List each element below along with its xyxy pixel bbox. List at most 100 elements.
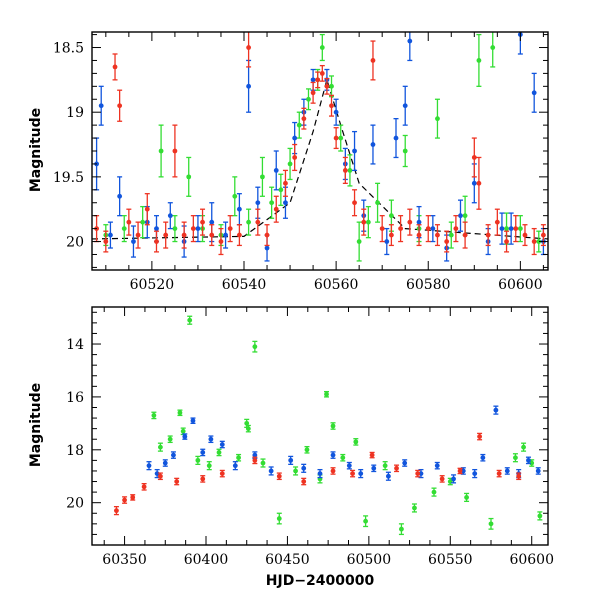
top-data-point <box>388 224 394 247</box>
top-data-point <box>130 225 136 258</box>
top-data-point <box>158 124 164 178</box>
top-data-point <box>259 156 265 197</box>
bottom-data-point <box>385 471 391 481</box>
top-data-point <box>375 182 381 223</box>
bottom-data-point <box>236 453 242 462</box>
top-data-point <box>513 215 519 243</box>
top-data-point <box>522 224 528 247</box>
bottom-data-point <box>402 459 408 467</box>
bottom-x-tick-label: 60400 <box>184 552 229 568</box>
bottom-data-point <box>398 523 404 536</box>
top-data-point <box>296 111 302 139</box>
bottom-data-point <box>434 461 440 470</box>
bottom-data-point <box>260 458 266 468</box>
top-data-point <box>126 208 132 236</box>
bottom-data-point <box>496 469 502 478</box>
bottom-data-point <box>122 496 128 504</box>
top-data-point <box>517 215 523 243</box>
top-data-point <box>121 215 127 243</box>
bottom-y-axis-label: Magnitude <box>28 383 44 467</box>
bottom-data-point <box>288 455 294 465</box>
bottom-data-point <box>219 440 225 449</box>
bottom-data-point <box>301 463 307 473</box>
top-data-point <box>209 224 215 247</box>
top-data-point <box>246 32 252 68</box>
bottom-data-point <box>472 468 478 479</box>
bottom-x-tick-label: 60350 <box>102 552 147 568</box>
bottom-data-point <box>174 477 180 486</box>
bottom-data-point <box>301 477 307 486</box>
top-y-axis-label: Magnitude <box>28 108 44 192</box>
top-data-point <box>236 224 242 247</box>
bottom-data-point <box>480 453 486 462</box>
top-data-point <box>273 195 279 223</box>
top-data-point <box>352 130 358 172</box>
top-data-point <box>232 176 238 217</box>
top-data-point <box>305 88 311 111</box>
top-data-point <box>195 215 201 243</box>
bottom-series-green <box>151 315 543 536</box>
bottom-data-point <box>382 461 388 471</box>
top-data-point <box>292 143 298 172</box>
bottom-series-blue <box>146 405 541 484</box>
bottom-data-point <box>350 469 356 478</box>
top-data-point <box>107 221 113 249</box>
bottom-data-point <box>252 456 258 465</box>
top-y-tick-label: 19 <box>66 105 84 121</box>
bottom-data-point <box>457 467 463 475</box>
top-data-point <box>531 72 537 113</box>
bottom-data-point <box>464 492 470 503</box>
top-data-point <box>278 173 284 206</box>
bottom-data-point <box>195 455 201 465</box>
top-data-point <box>167 202 173 230</box>
bottom-data-point <box>363 515 369 528</box>
top-data-point <box>301 107 307 130</box>
top-data-point <box>508 212 514 245</box>
top-data-point <box>273 150 279 191</box>
top-y-tick-label: 20 <box>66 235 84 251</box>
top-data-point <box>444 230 450 253</box>
top-light-curve-panel: Magnitude 60520 60540 60560 60580 60600 18.5 1… <box>28 31 549 293</box>
top-data-point <box>269 186 275 219</box>
top-data-point <box>333 98 339 126</box>
bottom-data-point <box>535 467 541 475</box>
top-data-point <box>163 221 169 249</box>
bottom-data-point <box>219 469 225 478</box>
top-data-point <box>448 221 454 249</box>
bottom-data-point <box>206 461 212 471</box>
top-data-point <box>246 208 252 236</box>
top-data-point <box>347 154 353 187</box>
bottom-data-point <box>330 422 336 430</box>
bottom-data-point <box>504 467 510 475</box>
bottom-data-point <box>353 438 359 446</box>
top-data-point <box>103 230 109 253</box>
bottom-data-point <box>330 467 336 475</box>
top-data-point <box>98 85 104 126</box>
top-data-point <box>490 32 496 68</box>
bottom-data-point <box>525 456 531 465</box>
bottom-data-point <box>439 475 445 483</box>
top-data-point <box>476 156 482 210</box>
bottom-data-point <box>512 453 518 463</box>
top-data-point <box>352 189 358 217</box>
top-data-point <box>370 124 376 165</box>
bottom-series-red <box>113 432 522 516</box>
bottom-plot-area <box>113 315 543 536</box>
top-series-blue <box>94 32 546 262</box>
bottom-data-point <box>415 469 421 478</box>
top-data-point <box>342 156 348 184</box>
bottom-data-point <box>268 466 274 476</box>
top-data-point <box>434 224 440 247</box>
bottom-data-point <box>146 461 152 471</box>
bottom-data-point <box>182 433 188 440</box>
top-data-point <box>264 224 270 247</box>
top-series-red <box>94 32 546 256</box>
top-data-point <box>329 94 335 117</box>
bottom-light-curve-panel: Magnitude HJD−2400000 60350 60400 60450 605… <box>28 306 554 589</box>
top-data-point <box>135 221 141 249</box>
top-data-point <box>398 215 404 243</box>
bottom-axes-frame <box>91 306 549 546</box>
top-plot-area <box>92 32 548 262</box>
bottom-data-point <box>516 472 522 481</box>
top-data-point <box>315 71 321 89</box>
